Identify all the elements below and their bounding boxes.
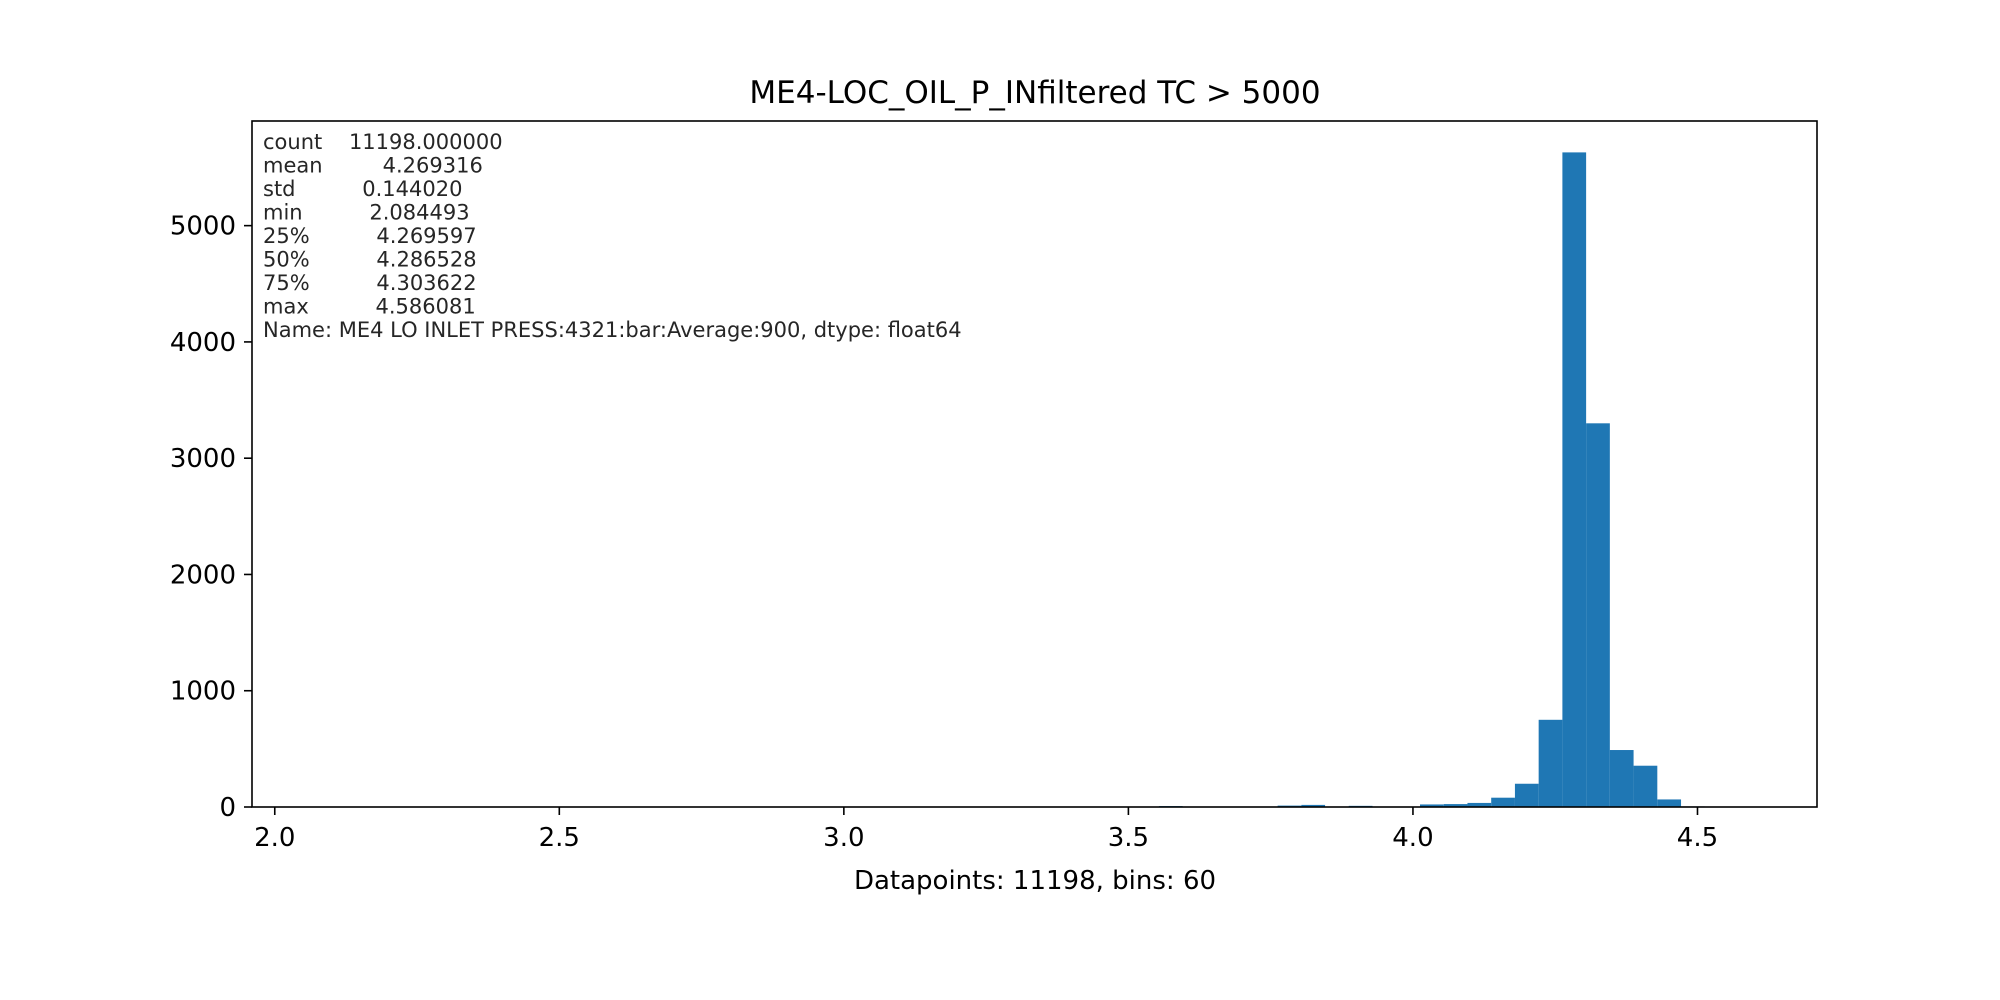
- stats-line: 50% 4.286528: [263, 248, 477, 272]
- histogram-bar: [1562, 152, 1587, 807]
- y-tick-label: 3000: [170, 444, 236, 474]
- histogram-bar: [1586, 423, 1610, 807]
- plot-area: [252, 121, 1817, 807]
- histogram-bar: [1657, 799, 1682, 807]
- stats-line: count 11198.000000: [263, 130, 503, 154]
- y-tick-label: 2000: [170, 560, 236, 590]
- y-tick-label: 0: [219, 793, 236, 823]
- histogram-bar: [1443, 804, 1468, 807]
- chart-title: ME4-LOC_OIL_P_INfiltered TC > 5000: [749, 75, 1320, 111]
- y-tick-label: 1000: [170, 677, 236, 707]
- histogram-bar: [1633, 765, 1658, 807]
- histogram-bar: [1491, 797, 1515, 807]
- stats-line: max 4.586081: [263, 295, 476, 319]
- stats-line: mean 4.269316: [263, 154, 483, 178]
- y-axis: 0 1000 2000 3000 4000 5000: [170, 212, 252, 823]
- x-axis: 2.0 2.5 3.0 3.5 4.0 4.5: [254, 807, 1718, 853]
- y-tick-label: 4000: [170, 328, 236, 358]
- x-tick-label: 2.0: [254, 823, 295, 853]
- histogram-bar: [1467, 802, 1492, 807]
- x-tick-label: 4.5: [1677, 823, 1718, 853]
- x-tick-label: 4.0: [1392, 823, 1433, 853]
- histogram-bar: [1420, 804, 1444, 807]
- bars-layer: [1158, 152, 1705, 807]
- stats-line: min 2.084493: [263, 201, 470, 225]
- histogram-bar: [1301, 804, 1326, 807]
- stats-line: Name: ME4 LO INLET PRESS:4321:bar:Averag…: [263, 318, 962, 342]
- histogram-bar: [1514, 783, 1539, 807]
- stats-line: std 0.144020: [263, 177, 462, 201]
- x-tick-label: 2.5: [539, 823, 580, 853]
- histogram-bar: [1609, 750, 1634, 807]
- stats-line: 75% 4.303622: [263, 271, 477, 295]
- x-axis-label: Datapoints: 11198, bins: 60: [854, 866, 1216, 896]
- x-tick-label: 3.0: [823, 823, 864, 853]
- stats-line: 25% 4.269597: [263, 224, 477, 248]
- plot-frame: [251, 120, 1818, 808]
- y-tick-label: 5000: [170, 212, 236, 242]
- histogram-bar: [1538, 719, 1563, 807]
- x-tick-label: 3.5: [1108, 823, 1149, 853]
